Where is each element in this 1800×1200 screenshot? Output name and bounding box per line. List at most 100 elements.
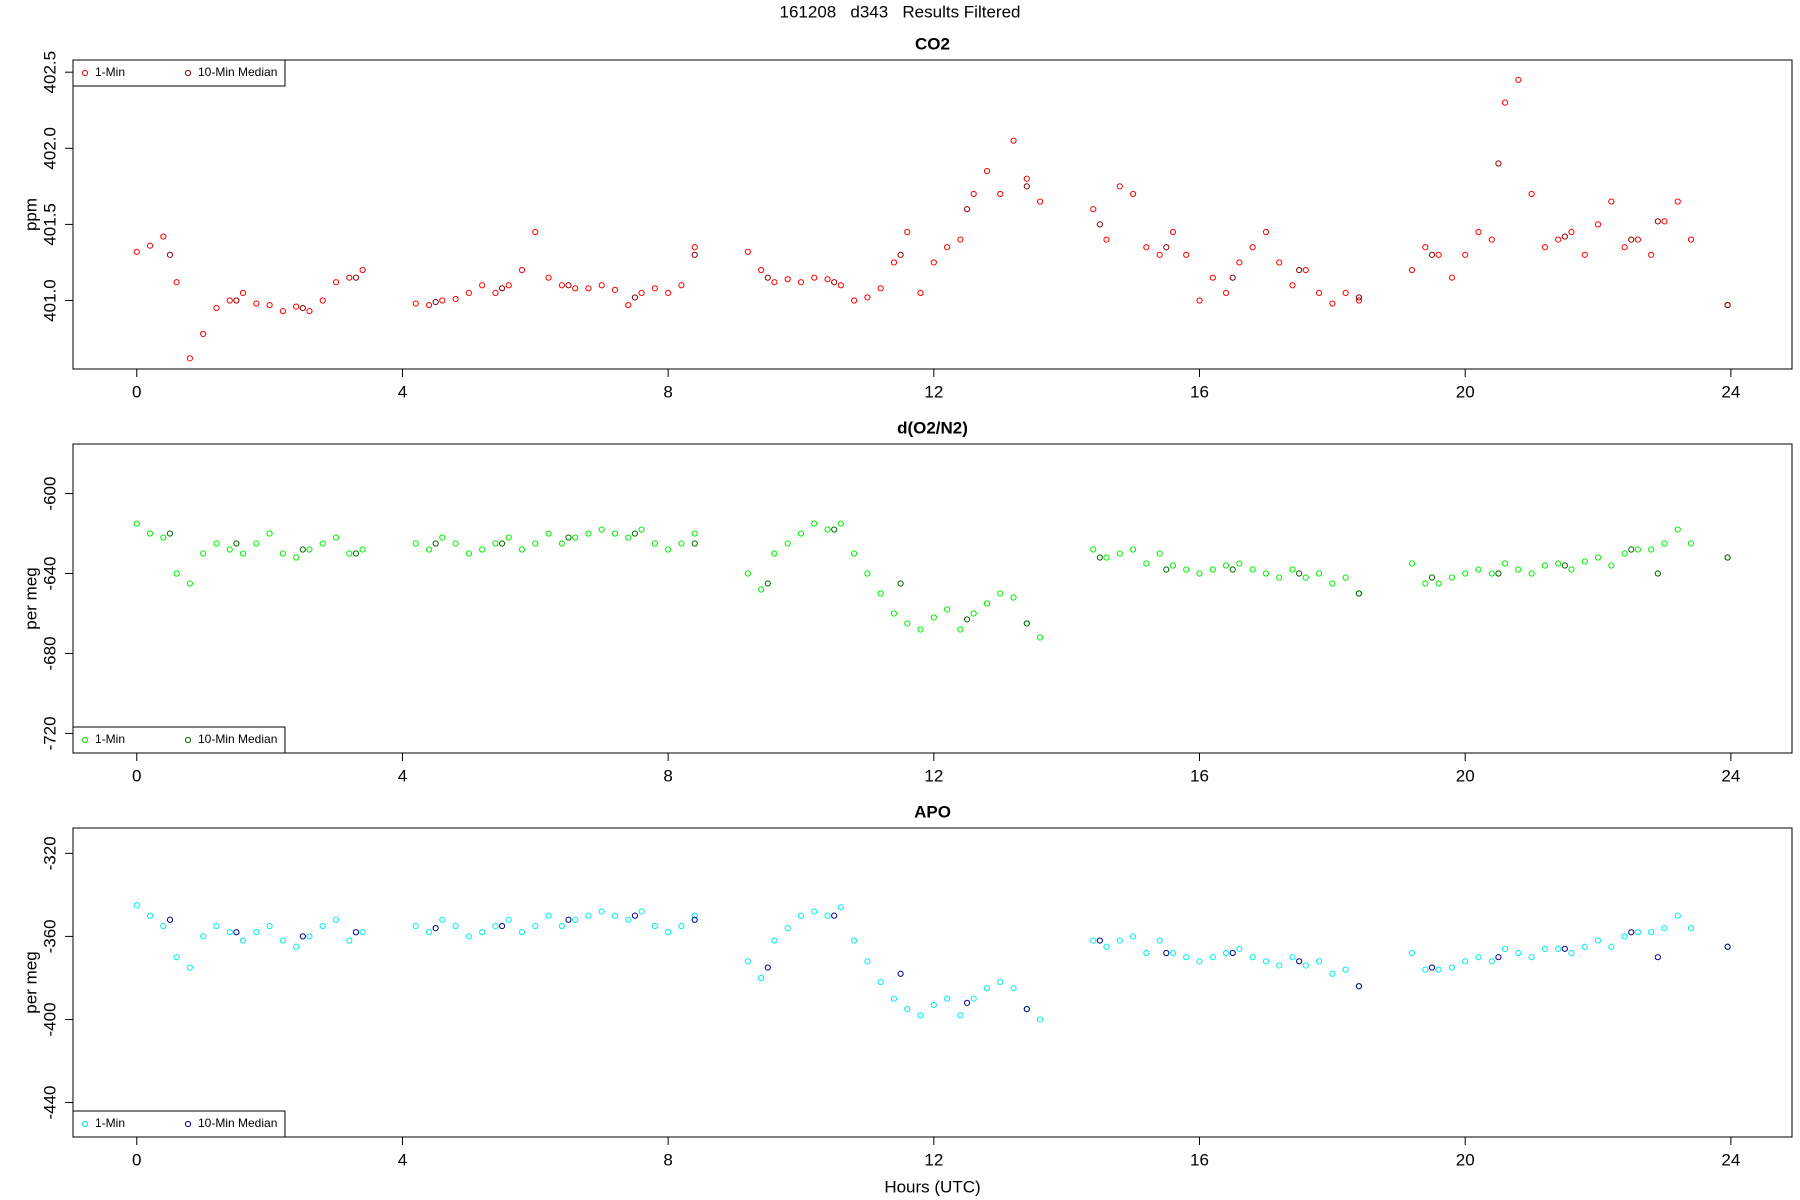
data-point [797,530,805,537]
data-point [1229,949,1236,957]
data-point [1090,937,1097,944]
data-point [253,929,260,936]
data-point [638,908,645,915]
data-point [1422,244,1429,251]
data-point [1096,221,1103,228]
data-point [1236,259,1243,266]
data-point [319,297,326,304]
x-tick-label: 16 [1190,766,1209,785]
data-point [166,251,174,258]
data-point [1475,228,1482,236]
data-point [279,308,286,315]
data-point [266,530,273,537]
data-point [851,550,858,557]
data-point [1724,943,1731,950]
data-point [133,248,140,255]
x-tick-label: 4 [398,1150,407,1169]
data-point [957,236,964,243]
data-point [432,540,439,547]
data-point [930,1001,937,1009]
data-point [1608,943,1615,950]
data-point [1355,297,1363,304]
data-point [1501,945,1509,952]
data-point [1355,590,1363,597]
data-point [1475,566,1482,573]
data-point [1594,221,1602,228]
data-point [319,922,326,930]
data-point [983,168,991,175]
data-point [1090,206,1097,213]
data-point [864,570,871,577]
data-point [864,958,871,965]
x-tick-label: 12 [924,382,943,401]
data-point [771,550,778,557]
data-point [1621,933,1628,940]
data-point [213,922,220,930]
data-point [877,978,884,986]
data-point [1568,566,1575,573]
data-point [1634,546,1642,553]
data-point [186,964,194,971]
data-point [904,1005,911,1013]
data-point [1163,949,1170,957]
data-point [758,974,765,982]
data-point [306,933,313,940]
y-tick-label: -360 [40,919,59,953]
data-point [233,929,240,936]
data-point [1462,251,1469,258]
data-point [1422,580,1429,587]
data-point [200,933,207,940]
data-point [611,912,619,919]
data-point [890,610,898,617]
data-point [1209,566,1216,573]
y-tick-label: 402.0 [40,127,59,170]
x-tick-label: 16 [1190,1150,1209,1169]
data-point [1289,282,1296,289]
data-point [1428,251,1436,258]
data-point [1654,218,1661,225]
data-point [797,279,805,286]
data-point [811,274,818,281]
data-point [1448,964,1456,971]
data-point [332,916,340,923]
data-point [963,999,971,1006]
data-point [412,540,419,547]
y-tick-label: 402.5 [40,51,59,94]
data-point [877,285,884,292]
data-point [1528,570,1535,577]
data-point [412,300,419,307]
data-point [1621,550,1628,557]
legend-label: 10-Min Median [198,65,277,79]
data-point [1183,954,1190,961]
data-point [890,259,898,266]
data-point [1296,266,1303,274]
x-tick-label: 4 [398,766,407,785]
data-point [518,266,526,274]
data-point [1462,958,1469,965]
x-tick-label: 24 [1721,382,1740,401]
data-point [811,520,818,527]
data-point [1010,137,1017,144]
data-point [479,929,486,936]
data-point [319,540,326,547]
data-point [213,305,220,312]
data-point [691,244,698,251]
data-point [1037,634,1044,641]
data-point [1196,570,1203,577]
data-point [851,297,858,304]
data-point [332,534,340,541]
data-point [1408,560,1416,567]
data-point [1342,574,1349,581]
data-point [279,550,286,557]
data-point [1488,958,1495,965]
data-point [1654,570,1661,577]
data-point [1621,244,1628,251]
data-point [585,285,592,292]
data-point [545,912,552,919]
y-tick-label: -640 [40,557,59,591]
legend-marker [81,69,89,77]
data-point [1495,954,1502,961]
panel: APO 0 4 8 12 16 20 24 -320 -360 -400 -440 per meg Hou… [21,802,1793,1196]
data-point [465,933,472,940]
